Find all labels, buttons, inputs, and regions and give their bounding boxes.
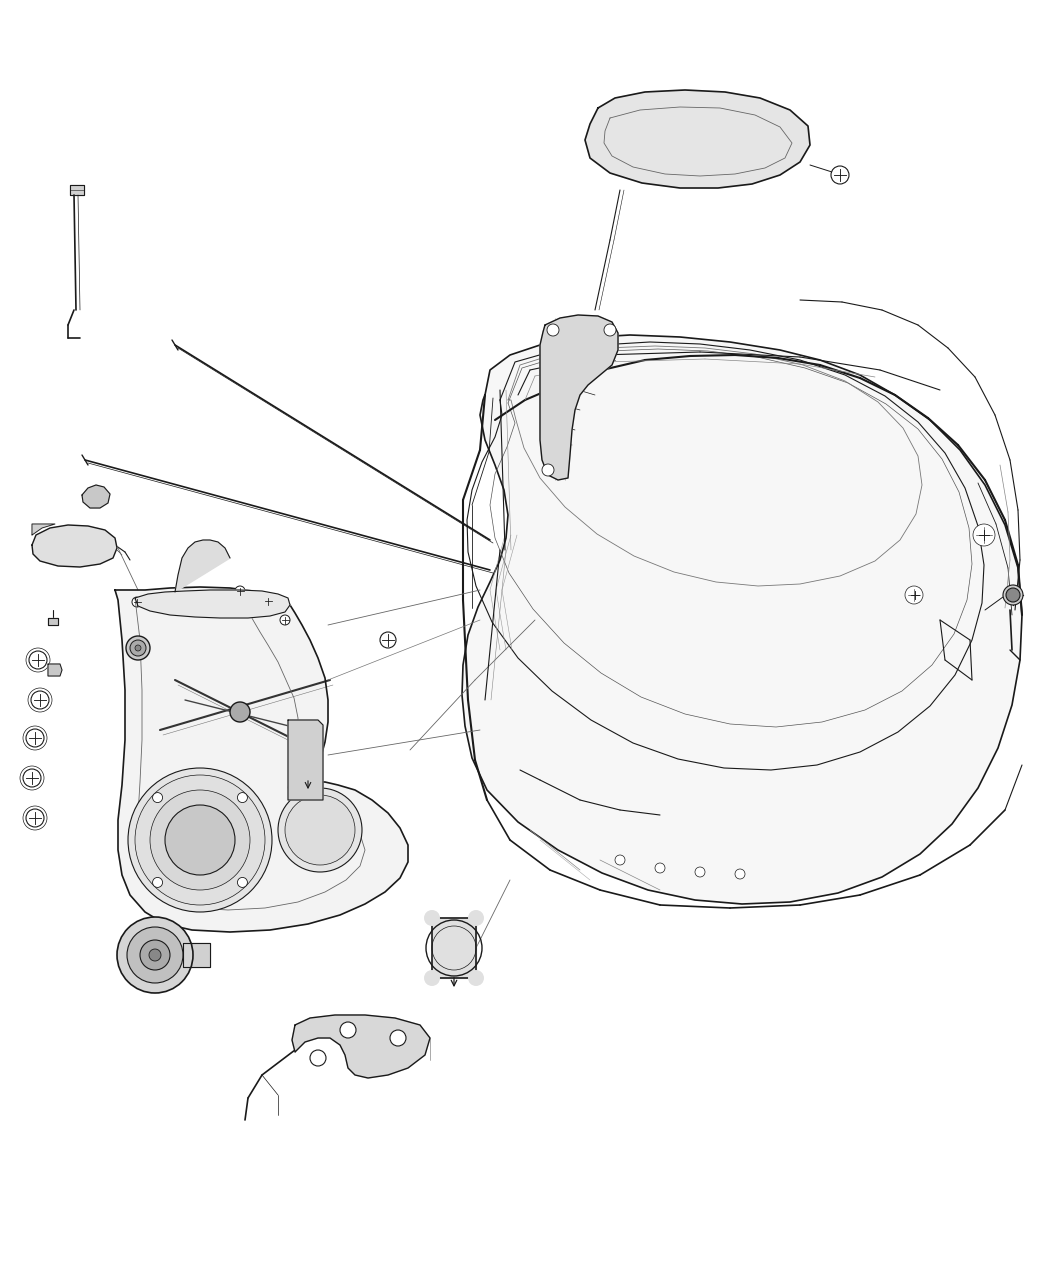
- Circle shape: [655, 863, 665, 873]
- Circle shape: [380, 632, 396, 648]
- Circle shape: [26, 810, 44, 827]
- Circle shape: [695, 867, 705, 877]
- Circle shape: [26, 729, 44, 747]
- Circle shape: [135, 775, 265, 905]
- Circle shape: [140, 940, 170, 970]
- Circle shape: [1003, 585, 1023, 606]
- Circle shape: [29, 652, 47, 669]
- Circle shape: [424, 910, 440, 926]
- Polygon shape: [70, 185, 84, 195]
- Polygon shape: [462, 335, 1022, 904]
- Circle shape: [547, 324, 559, 337]
- Circle shape: [132, 597, 142, 607]
- Circle shape: [909, 589, 921, 601]
- Circle shape: [615, 856, 625, 864]
- Polygon shape: [48, 664, 62, 676]
- Circle shape: [285, 796, 355, 864]
- Circle shape: [135, 645, 141, 652]
- Polygon shape: [540, 315, 618, 479]
- Circle shape: [149, 949, 161, 961]
- Circle shape: [424, 970, 440, 986]
- Polygon shape: [48, 618, 58, 625]
- Circle shape: [128, 768, 272, 912]
- Circle shape: [468, 910, 484, 926]
- Circle shape: [905, 586, 923, 604]
- Polygon shape: [32, 524, 55, 536]
- Circle shape: [542, 464, 554, 476]
- Circle shape: [152, 793, 163, 802]
- Polygon shape: [183, 944, 210, 966]
- Circle shape: [235, 586, 245, 595]
- Circle shape: [280, 615, 290, 625]
- Circle shape: [165, 805, 235, 875]
- Circle shape: [150, 790, 250, 890]
- Circle shape: [230, 703, 250, 722]
- Polygon shape: [175, 541, 230, 592]
- Polygon shape: [116, 586, 408, 932]
- Circle shape: [340, 1023, 356, 1038]
- Polygon shape: [585, 91, 810, 187]
- Circle shape: [973, 524, 995, 546]
- Circle shape: [117, 917, 193, 993]
- Polygon shape: [135, 590, 290, 618]
- Circle shape: [735, 870, 746, 878]
- Circle shape: [976, 528, 991, 542]
- Circle shape: [23, 769, 41, 787]
- Circle shape: [831, 166, 849, 184]
- Circle shape: [152, 877, 163, 887]
- Polygon shape: [32, 525, 117, 567]
- Circle shape: [127, 927, 183, 983]
- Circle shape: [278, 788, 362, 872]
- Circle shape: [468, 970, 484, 986]
- Circle shape: [310, 1051, 326, 1066]
- Circle shape: [390, 1030, 406, 1046]
- Circle shape: [126, 636, 150, 660]
- Polygon shape: [292, 1015, 430, 1077]
- Circle shape: [32, 691, 49, 709]
- Circle shape: [262, 595, 273, 606]
- Circle shape: [237, 793, 248, 802]
- Polygon shape: [288, 720, 323, 799]
- Circle shape: [237, 877, 248, 887]
- Polygon shape: [432, 918, 476, 978]
- Circle shape: [604, 324, 616, 337]
- Circle shape: [130, 640, 146, 657]
- Polygon shape: [82, 484, 110, 507]
- Circle shape: [1006, 588, 1020, 602]
